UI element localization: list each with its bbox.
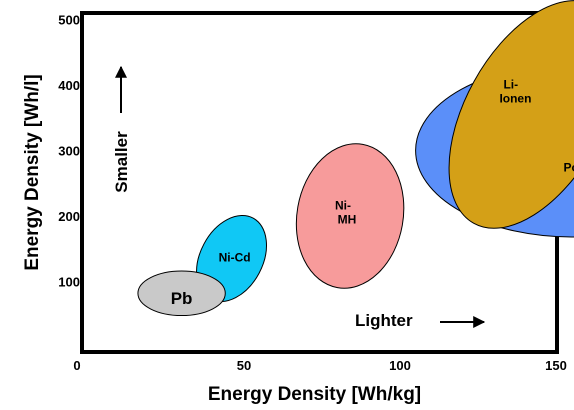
region-ni-mh xyxy=(295,143,405,289)
y-tick-label: 200 xyxy=(58,209,80,224)
y-tick-label: 400 xyxy=(58,78,80,93)
region-li-ionen xyxy=(448,0,574,229)
region-label-pb: Pb xyxy=(171,289,193,308)
region-label-li-ionen: Ionen xyxy=(499,92,531,106)
x-axis-title: Energy Density [Wh/kg] xyxy=(208,384,421,405)
y-tick-label: 300 xyxy=(58,144,80,159)
y-axis-title: Energy Density [Wh/l] xyxy=(22,74,43,270)
region-label-li-polymer: Polymer xyxy=(564,160,574,174)
x-tick-label: 50 xyxy=(237,358,251,373)
x-tick-label: 100 xyxy=(389,358,411,373)
annotation-lighter: Lighter xyxy=(355,311,413,330)
region-label-li-ionen: Li- xyxy=(503,78,518,92)
annotation-smaller: Smaller xyxy=(112,131,131,193)
y-tick-label: 500 xyxy=(58,13,80,28)
region-pb xyxy=(137,270,226,317)
x-tick-label: 150 xyxy=(545,358,567,373)
x-tick-label: 0 xyxy=(73,358,80,373)
region-label-ni-cd: Ni-Cd xyxy=(219,250,251,264)
y-tick-label: 100 xyxy=(58,275,80,290)
region-label-ni-mh: MH xyxy=(338,213,357,227)
region-label-ni-mh: Ni- xyxy=(335,199,351,213)
